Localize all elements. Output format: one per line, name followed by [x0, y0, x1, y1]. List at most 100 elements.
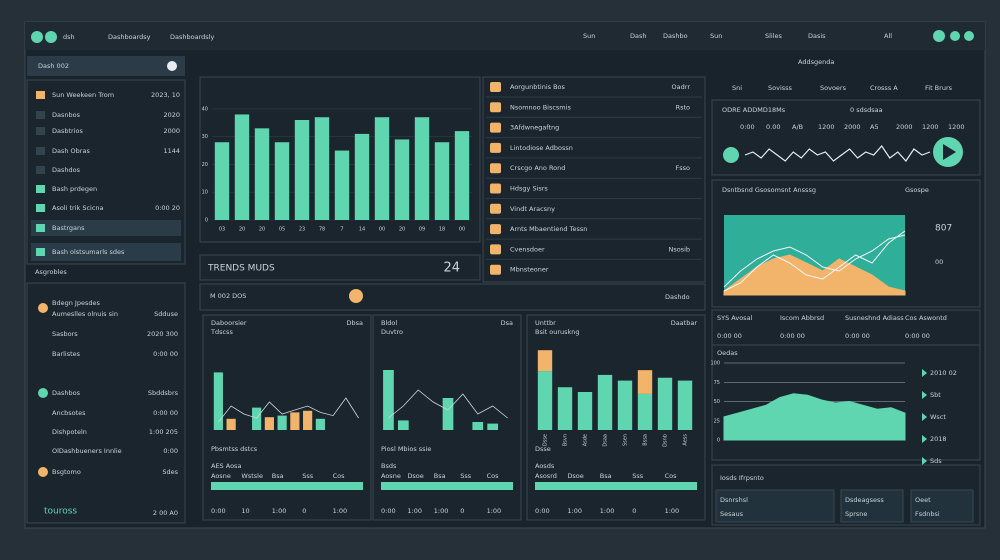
table-val: 10 [241, 507, 249, 515]
wave-row: A/B [792, 123, 803, 131]
bar [214, 142, 230, 220]
panel-tag[interactable]: Dsa [501, 319, 513, 327]
wave-panel [711, 99, 981, 176]
panel-caption: Dsse [535, 445, 551, 453]
list-label: 3Afdwnegaftng [510, 124, 559, 132]
row-icon [36, 185, 45, 193]
tab[interactable]: Dashboardsly [170, 33, 214, 41]
row-label: Bash prdegen [52, 185, 97, 193]
right-tab[interactable]: Sovisss [768, 84, 793, 92]
tile[interactable] [840, 489, 904, 523]
x-tick-label: 78 [319, 227, 325, 233]
bar [537, 371, 553, 430]
list-icon [490, 142, 501, 153]
bar [637, 393, 653, 430]
trend-item: Sds [930, 457, 942, 465]
tab[interactable]: Dashboardsy [108, 33, 151, 41]
area-action[interactable]: Gsospe [905, 186, 929, 194]
bar [314, 117, 330, 220]
x-tick-label: 18 [439, 227, 445, 233]
trend-item: Wsct [930, 413, 946, 421]
trend-arrow [922, 413, 927, 421]
list-value: Nsosib [668, 245, 690, 253]
tile-title: Dsnrshsl [720, 496, 748, 504]
row-label: Bsgtomo [52, 468, 81, 476]
table-val: 1:00 [272, 507, 287, 515]
list-icon [490, 203, 501, 214]
row-icon [38, 303, 48, 313]
play-icon[interactable] [943, 144, 956, 160]
header-dot[interactable] [31, 31, 43, 43]
row-icon [36, 147, 45, 155]
bar [277, 415, 287, 430]
header-dot[interactable] [45, 31, 57, 43]
x-tick-label: Dsse [543, 434, 549, 446]
tile[interactable] [715, 489, 835, 523]
nav-item[interactable]: Sun [710, 32, 722, 40]
table-val: 0 [632, 507, 636, 515]
list-icon [490, 122, 501, 133]
table-val: 1:00 [434, 507, 449, 515]
bar [374, 117, 390, 220]
search-bar[interactable] [27, 56, 185, 76]
stat-value: 0:00 00 [845, 332, 870, 340]
row-label: Bash olstsumarls sdes [52, 248, 125, 256]
header-dot[interactable] [933, 30, 945, 42]
x-tick-label: Dsaa [603, 434, 609, 447]
right-tab[interactable]: Fit Brurs [925, 84, 953, 92]
header-dot[interactable] [950, 31, 960, 41]
table-col: Aosne [381, 472, 401, 480]
search-text[interactable]: Dash 002 [38, 62, 69, 70]
filter-panel [199, 283, 706, 311]
wave-row: 2000 [844, 123, 861, 131]
nav-item[interactable]: Dashbo [663, 32, 688, 40]
list-label: Arnts Mbaentiend Tessn [510, 225, 587, 233]
x-tick-label: 05 [279, 227, 285, 233]
x-tick-label: 20 [259, 227, 265, 233]
row-label: Dasnbos [52, 111, 81, 119]
panel-tag[interactable]: Daatbar [671, 319, 698, 327]
nav-item[interactable]: Dasis [808, 32, 826, 40]
nav-item[interactable]: All [884, 32, 892, 40]
row-icon [36, 204, 45, 212]
tile[interactable] [910, 489, 974, 523]
search-icon[interactable] [167, 61, 177, 71]
panel-tag[interactable]: Dbsa [346, 319, 363, 327]
right-tab[interactable]: Sovoers [820, 84, 847, 92]
stat-label: Iscom Abbrsd [780, 314, 824, 322]
x-tick-label: 20 [239, 227, 245, 233]
stat-value: 0:00 00 [905, 332, 930, 340]
progress [211, 482, 363, 490]
row-label: Dashdos [52, 166, 81, 174]
list-icon [490, 224, 501, 235]
tile-sub: Sprsne [845, 510, 867, 518]
x-tick-label: Dsnb [663, 434, 669, 447]
row-icon [36, 127, 45, 135]
nav-item[interactable]: Sliles [765, 32, 783, 40]
right-tab[interactable]: Sni [732, 84, 742, 92]
bar [354, 133, 370, 220]
list-label: Crscgo Ano Rond [510, 164, 565, 172]
nav-item[interactable]: Sun [583, 32, 595, 40]
bar [677, 380, 693, 430]
y-tick-label: 0 [717, 438, 720, 444]
stat-label: TRENDS MUDS [207, 264, 275, 274]
list-label: Aorgunbtinis Bos [510, 83, 566, 91]
area-side: 807 [935, 224, 952, 234]
bar [213, 372, 223, 430]
list-icon [490, 183, 501, 194]
table-val: 1:00 [600, 507, 615, 515]
table-val: 0:00 [381, 507, 396, 515]
bar [637, 370, 653, 394]
x-tick-label: 00 [459, 227, 465, 233]
filter-label[interactable]: M 002 DOS [210, 292, 246, 300]
list-icon [490, 102, 501, 113]
nav-item[interactable]: Dash [630, 32, 647, 40]
filter-action[interactable]: Dashdo [665, 293, 690, 301]
table-val: 1:00 [567, 507, 582, 515]
header-dot[interactable] [964, 31, 974, 41]
line [723, 230, 906, 292]
filter-badge[interactable] [349, 289, 363, 303]
right-tab[interactable]: Crosss A [870, 84, 898, 92]
